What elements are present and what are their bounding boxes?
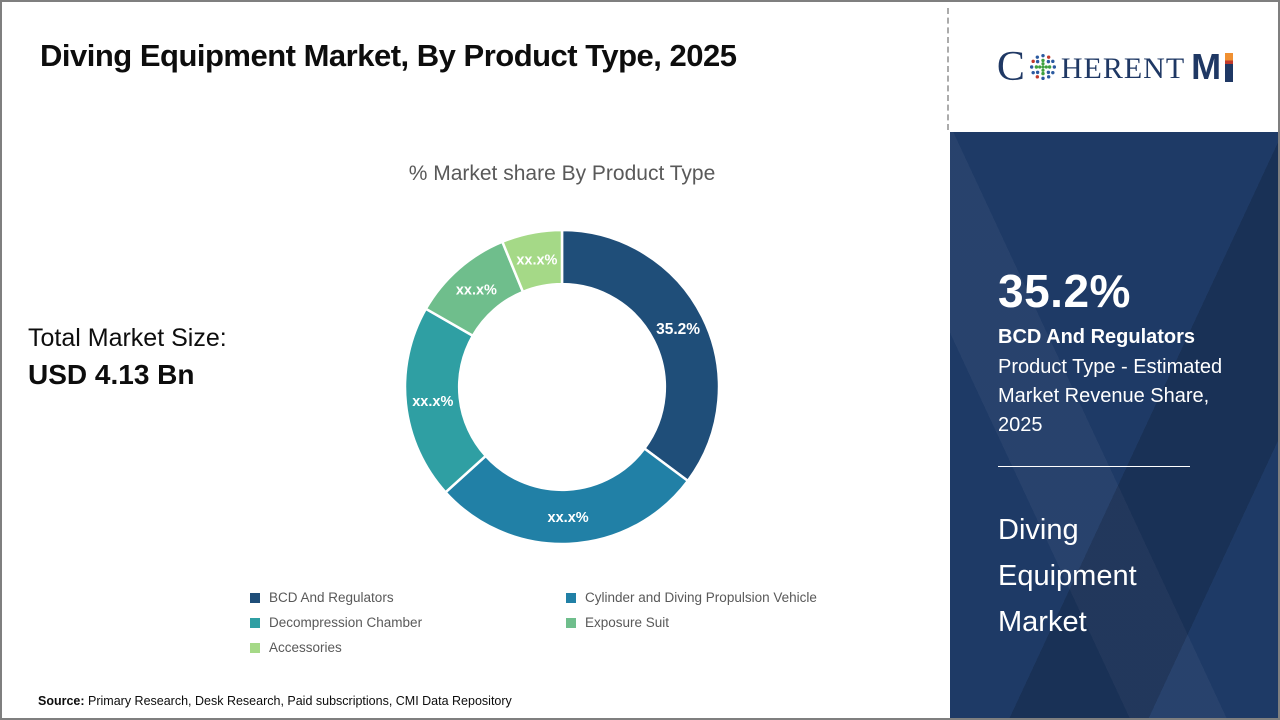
donut-slice-label: xx.x%	[548, 510, 589, 526]
legend-swatch-icon	[566, 592, 576, 603]
legend-label: Accessories	[269, 640, 342, 655]
legend-swatch-icon	[250, 592, 260, 603]
logo-letter-i-bar	[1225, 53, 1234, 82]
chart-title: % Market share By Product Type	[408, 162, 716, 185]
sidebar-stat-description: Product Type - Estimated Market Revenue …	[998, 356, 1223, 436]
legend-label: BCD And Regulators	[269, 590, 394, 605]
legend-label: Exposure Suit	[585, 615, 670, 630]
legend-item: Cylinder and Diving Propulsion Vehicle	[566, 590, 910, 605]
donut-slice-label: xx.x%	[516, 253, 557, 269]
sidebar-divider	[998, 466, 1190, 467]
page-title: Diving Equipment Market, By Product Type…	[40, 38, 737, 73]
donut-chart: 35.2% xx.x% xx.x% xx.x% xx.x%	[385, 210, 739, 564]
legend-item: Decompression Chamber	[250, 615, 566, 630]
donut-slice	[444, 447, 690, 546]
legend-label: Cylinder and Diving Propulsion Vehicle	[585, 590, 817, 605]
donut-chart-svg: 35.2% xx.x% xx.x% xx.x% xx.x%	[403, 228, 721, 546]
sidebar: 35.2% BCD And Regulators Product Type - …	[950, 132, 1278, 718]
logo-letter-c: C	[996, 44, 1025, 90]
legend-swatch-icon	[250, 642, 260, 653]
source-line: Source: Primary Research, Desk Research,…	[38, 694, 512, 708]
donut-slice	[501, 228, 564, 294]
globe-icon	[1026, 50, 1060, 84]
sidebar-market-name: Diving Equipment Market	[998, 514, 1137, 638]
dashed-separator	[947, 8, 949, 130]
legend-swatch-icon	[566, 617, 576, 628]
donut-slice-label: xx.x%	[456, 282, 497, 298]
legend-label: Decompression Chamber	[269, 615, 423, 630]
brand-logo: C	[996, 44, 1234, 90]
logo-letters-herent: HERENT	[1060, 52, 1186, 85]
total-market-size: Total Market Size: USD 4.13 Bn	[28, 324, 227, 391]
donut-slice	[560, 228, 721, 483]
source-label: Source:	[38, 694, 85, 708]
legend-item: BCD And Regulators	[250, 590, 566, 605]
donut-slice-label: xx.x%	[412, 394, 453, 410]
total-market-label: Total Market Size:	[28, 324, 227, 352]
source-text: Primary Research, Desk Research, Paid su…	[84, 694, 512, 708]
legend-swatch-icon	[250, 617, 260, 628]
legend-item: Exposure Suit	[566, 615, 910, 630]
sidebar-stat-title: BCD And Regulators	[998, 326, 1196, 348]
legend-item: Accessories	[250, 640, 566, 655]
sidebar-stat-value: 35.2%	[998, 265, 1131, 317]
total-market-value: USD 4.13 Bn	[28, 359, 195, 390]
logo-box: C	[950, 2, 1278, 132]
logo-letter-m: M	[1191, 46, 1222, 87]
chart-legend: BCD And Regulators Cylinder and Diving Pr…	[250, 590, 910, 655]
donut-slice-label: 35.2%	[656, 321, 700, 338]
